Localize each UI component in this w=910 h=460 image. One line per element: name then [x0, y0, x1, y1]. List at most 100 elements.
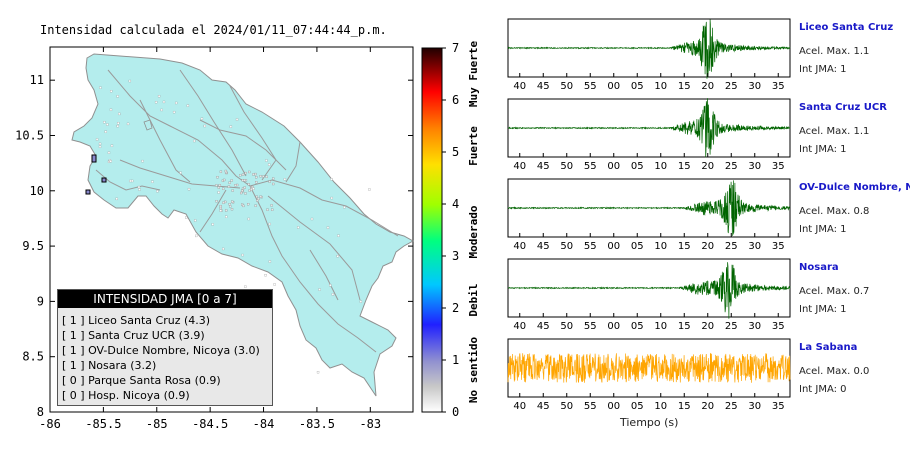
seismogram-panels: 40 45 50 55 00 05 10 15 20 25 30 35 40 45 50 55 00 05 10 15… [507, 18, 791, 412]
station-int-jma: Int JMA: 1 [799, 304, 847, 315]
town-marker [225, 209, 228, 212]
colorbar-category-label: Muy Fuerte [467, 41, 480, 108]
intensity-legend: INTENSIDAD JMA [0 a 7] [ 1 ] Liceo Santa… [57, 289, 273, 406]
town-marker [242, 204, 245, 208]
town-marker [128, 79, 132, 83]
time-tick-label: 35 [772, 401, 785, 412]
town-marker [257, 197, 260, 201]
town-marker [162, 100, 166, 104]
town-marker [154, 101, 158, 104]
time-tick-label: 45 [537, 241, 550, 252]
station-int-jma: Int JMA: 1 [799, 64, 847, 75]
town-marker [243, 186, 246, 189]
station-name: La Sabana [799, 342, 858, 353]
time-tick-label: 35 [772, 321, 785, 332]
town-marker [267, 163, 271, 166]
town-marker [273, 283, 276, 286]
town-marker [137, 185, 141, 189]
town-marker [175, 101, 178, 105]
legend-item-jma: [ 0 ] [62, 374, 85, 387]
station-marker [85, 189, 91, 195]
road [139, 99, 191, 183]
seismogram-panel: 40 45 50 55 00 05 10 15 20 25 30 35 [507, 18, 791, 92]
y-tick-label: 8 [37, 405, 44, 419]
town-marker [297, 226, 300, 229]
station-name: Liceo Santa Cruz [799, 22, 894, 33]
legend-item-label: Nosara (3.2) [84, 359, 157, 372]
time-tick-label: 35 [772, 81, 785, 92]
time-tick-label: 25 [725, 401, 738, 412]
time-tick-label: 15 [678, 321, 691, 332]
seismogram-panel: 40 45 50 55 00 05 10 15 20 25 30 35 [507, 98, 791, 172]
town-marker [160, 108, 163, 112]
colorbar-tick-label: 2 [452, 301, 459, 315]
town-marker [241, 253, 244, 257]
legend-item-jma: [ 1 ] [62, 329, 85, 342]
time-tick-label: 25 [725, 241, 738, 252]
time-tick-label: 55 [584, 321, 597, 332]
town-marker [243, 179, 246, 182]
road [229, 85, 277, 181]
time-tick-label: 15 [678, 401, 691, 412]
town-marker [185, 216, 188, 219]
town-marker [217, 186, 221, 189]
time-tick-label: 10 [654, 401, 667, 412]
town-marker [240, 191, 243, 195]
town-markers [95, 79, 371, 374]
time-tick-label: 40 [513, 241, 526, 252]
waveform-line [507, 352, 791, 383]
town-marker [316, 371, 320, 374]
town-marker [266, 208, 269, 211]
time-tick-label: 20 [701, 321, 714, 332]
town-marker [254, 204, 257, 207]
town-marker [272, 177, 275, 180]
town-marker [194, 219, 197, 222]
x-tick-label: -84.5 [192, 417, 228, 431]
town-marker [193, 139, 196, 143]
town-marker [95, 138, 99, 141]
town-marker [126, 122, 130, 126]
station-int-jma: Int JMA: 0 [799, 384, 847, 395]
road [249, 179, 399, 237]
y-tick-label: 9.5 [22, 239, 44, 253]
legend-item: [ 1 ] Santa Cruz UCR (3.9) [62, 328, 272, 343]
town-marker [217, 191, 220, 194]
map-title: Intensidad calculada el 2024/01/11_07:44… [40, 23, 387, 37]
time-tick-label: 05 [631, 241, 644, 252]
town-marker [326, 226, 330, 229]
town-marker [265, 175, 268, 178]
town-marker [254, 172, 257, 176]
station-accel-max: Acel. Max. 1.1 [799, 126, 870, 137]
colorbar-tick-label: 5 [452, 145, 459, 159]
seismogram-panel: 40 45 50 55 00 05 10 15 20 25 30 35 [507, 178, 791, 252]
station-marker [91, 154, 97, 163]
time-tick-label: 10 [654, 161, 667, 172]
x-tick-label: -85.5 [85, 417, 121, 431]
time-tick-label: 55 [584, 161, 597, 172]
town-marker [343, 206, 346, 209]
town-marker [248, 170, 251, 174]
town-marker [99, 86, 102, 89]
town-marker [187, 188, 191, 191]
town-marker [215, 184, 218, 187]
town-marker [219, 206, 222, 210]
town-marker [222, 201, 225, 204]
town-marker [109, 108, 113, 111]
time-tick-label: 15 [678, 81, 691, 92]
time-tick-label: 25 [725, 321, 738, 332]
y-tick-label: 10 [30, 184, 44, 198]
colorbar-tick-label: 4 [452, 197, 459, 211]
time-tick-label: 00 [607, 241, 620, 252]
legend-item-jma: [ 1 ] [62, 359, 85, 372]
seismogram-panel: 40 45 50 55 00 05 10 15 20 25 30 35 [507, 338, 791, 412]
x-tick-label: -83 [359, 417, 381, 431]
x-axis-label: Tiempo (s) [620, 416, 679, 429]
town-marker [255, 195, 259, 199]
town-marker [215, 200, 218, 203]
time-tick-label: 50 [560, 241, 573, 252]
station-int-jma: Int JMA: 1 [799, 224, 847, 235]
town-marker [219, 170, 223, 173]
town-marker [117, 122, 120, 125]
town-marker [241, 173, 245, 176]
